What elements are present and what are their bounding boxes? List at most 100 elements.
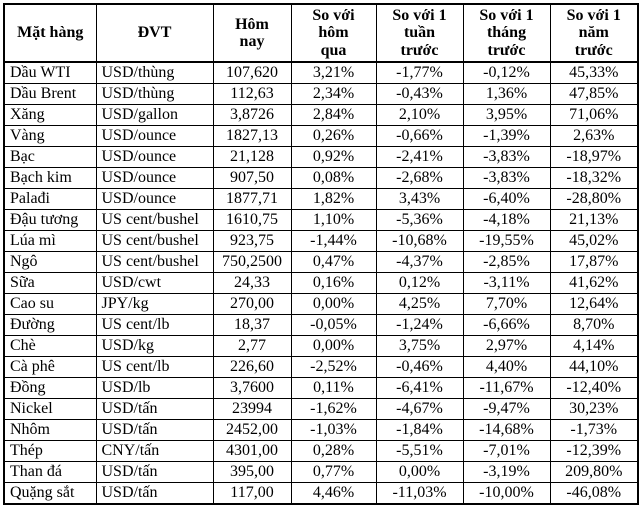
cell-vs-1-week-ago: -1,84% xyxy=(375,418,464,441)
table-row: Dầu Brent USD/thùng 112,63 2,34% -0,43% 1,36%… xyxy=(3,82,639,105)
cell-unit: USD/tấn xyxy=(95,397,214,420)
cell-vs-1-year-ago: 44,10% xyxy=(549,355,639,378)
cell-today: 112,63 xyxy=(212,82,292,105)
column-header-vs-yesterday: So với hôm qua xyxy=(290,3,377,63)
cell-unit: USD/tấn xyxy=(95,418,214,441)
cell-unit: USD/ounce xyxy=(95,187,214,210)
cell-vs-1-month-ago: -19,55% xyxy=(462,229,551,252)
cell-today: 18,37 xyxy=(212,313,292,336)
table-row: Xăng USD/gallon 3,8726 2,84% 2,10% 3,95% 71,06… xyxy=(3,103,639,126)
cell-unit: USD/ounce xyxy=(95,124,214,147)
cell-vs-1-year-ago: 71,06% xyxy=(549,103,639,126)
cell-vs-1-month-ago: 4,40% xyxy=(462,355,551,378)
cell-vs-yesterday: 4,46% xyxy=(290,481,377,505)
cell-unit: USD/tấn xyxy=(95,481,214,505)
cell-unit: USD/tấn xyxy=(95,460,214,483)
table-row: Chè USD/kg 2,77 0,00% 3,75% 2,97% 4,14% xyxy=(3,334,639,357)
cell-vs-1-week-ago: -4,37% xyxy=(375,250,464,273)
cell-today: 1827,13 xyxy=(212,124,292,147)
cell-vs-1-week-ago: -5,51% xyxy=(375,439,464,462)
table-row: Bạch kim USD/ounce 907,50 0,08% -2,68% -3,83%… xyxy=(3,166,639,189)
cell-vs-1-week-ago: 4,25% xyxy=(375,292,464,315)
cell-unit: US cent/bushel xyxy=(95,229,214,252)
cell-vs-1-month-ago: -1,39% xyxy=(462,124,551,147)
cell-vs-yesterday: 1,10% xyxy=(290,208,377,231)
cell-vs-yesterday: -1,44% xyxy=(290,229,377,252)
cell-today: 226,60 xyxy=(212,355,292,378)
cell-vs-1-week-ago: 2,10% xyxy=(375,103,464,126)
cell-vs-1-year-ago: 2,63% xyxy=(549,124,639,147)
cell-vs-1-month-ago: -4,18% xyxy=(462,208,551,231)
column-header-today: Hôm nay xyxy=(212,3,292,63)
cell-vs-1-week-ago: -1,24% xyxy=(375,313,464,336)
cell-vs-1-week-ago: -2,68% xyxy=(375,166,464,189)
cell-vs-1-month-ago: -3,83% xyxy=(462,145,551,168)
cell-vs-1-month-ago: 7,70% xyxy=(462,292,551,315)
cell-vs-1-month-ago: 3,95% xyxy=(462,103,551,126)
cell-vs-1-year-ago: 45,33% xyxy=(549,61,639,84)
cell-vs-1-month-ago: -0,12% xyxy=(462,61,551,84)
cell-vs-1-week-ago: 3,43% xyxy=(375,187,464,210)
cell-unit: USD/thùng xyxy=(95,61,214,84)
cell-vs-1-month-ago: -3,83% xyxy=(462,166,551,189)
cell-vs-1-year-ago: 8,70% xyxy=(549,313,639,336)
cell-vs-1-year-ago: -18,32% xyxy=(549,166,639,189)
cell-vs-1-year-ago: -46,08% xyxy=(549,481,639,505)
cell-vs-1-week-ago: -2,41% xyxy=(375,145,464,168)
cell-vs-yesterday: 0,92% xyxy=(290,145,377,168)
cell-unit: US cent/lb xyxy=(95,355,214,378)
cell-unit: US cent/lb xyxy=(95,313,214,336)
cell-unit: USD/ounce xyxy=(95,166,214,189)
cell-vs-yesterday: 0,00% xyxy=(290,292,377,315)
cell-today: 4301,00 xyxy=(212,439,292,462)
cell-vs-1-week-ago: -4,67% xyxy=(375,397,464,420)
cell-vs-1-week-ago: -6,41% xyxy=(375,376,464,399)
table-row: Quặng sắt USD/tấn 117,00 4,46% -11,03% -10,00… xyxy=(3,481,639,505)
column-header-vs-1-month-ago: So với 1 tháng trước xyxy=(462,3,551,63)
cell-vs-1-month-ago: -3,19% xyxy=(462,460,551,483)
cell-today: 1610,75 xyxy=(212,208,292,231)
cell-vs-1-week-ago: 3,75% xyxy=(375,334,464,357)
header-row: Mặt hàng ĐVT Hôm nay So với hôm qua So v… xyxy=(3,3,639,63)
cell-commodity: Quặng sắt xyxy=(3,481,97,505)
table-row: Thép CNY/tấn 4301,00 0,28% -5,51% -7,01% -12,3… xyxy=(3,439,639,462)
cell-commodity: Cà phê xyxy=(3,355,97,378)
commodity-price-table: Mặt hàng ĐVT Hôm nay So với hôm qua So v… xyxy=(3,3,639,505)
table-row: Vàng USD/ounce 1827,13 0,26% -0,66% -1,39% 2,6… xyxy=(3,124,639,147)
cell-vs-1-month-ago: -11,67% xyxy=(462,376,551,399)
cell-vs-yesterday: 0,08% xyxy=(290,166,377,189)
table-row: Nhôm USD/tấn 2452,00 -1,03% -1,84% -14,68% -1,… xyxy=(3,418,639,441)
cell-vs-1-week-ago: -0,66% xyxy=(375,124,464,147)
cell-today: 21,128 xyxy=(212,145,292,168)
cell-vs-1-year-ago: 47,85% xyxy=(549,82,639,105)
cell-vs-1-month-ago: -6,66% xyxy=(462,313,551,336)
cell-vs-1-month-ago: -2,85% xyxy=(462,250,551,273)
cell-commodity: Chè xyxy=(3,334,97,357)
cell-commodity: Xăng xyxy=(3,103,97,126)
cell-commodity: Lúa mì xyxy=(3,229,97,252)
cell-today: 923,75 xyxy=(212,229,292,252)
cell-today: 3,7600 xyxy=(212,376,292,399)
cell-vs-yesterday: 3,21% xyxy=(290,61,377,84)
cell-unit: US cent/bushel xyxy=(95,250,214,273)
cell-vs-1-year-ago: 21,13% xyxy=(549,208,639,231)
cell-vs-1-month-ago: -6,40% xyxy=(462,187,551,210)
cell-vs-1-year-ago: 209,80% xyxy=(549,460,639,483)
cell-unit: USD/thùng xyxy=(95,82,214,105)
cell-unit: USD/ounce xyxy=(95,145,214,168)
cell-vs-1-year-ago: 30,23% xyxy=(549,397,639,420)
cell-vs-1-week-ago: -10,68% xyxy=(375,229,464,252)
cell-commodity: Dầu WTI xyxy=(3,61,97,84)
column-header-commodity: Mặt hàng xyxy=(3,3,97,63)
cell-commodity: Cao su xyxy=(3,292,97,315)
cell-vs-1-week-ago: 0,00% xyxy=(375,460,464,483)
cell-vs-yesterday: 2,84% xyxy=(290,103,377,126)
cell-vs-1-week-ago: -11,03% xyxy=(375,481,464,505)
cell-vs-yesterday: 0,77% xyxy=(290,460,377,483)
table-row: Đường US cent/lb 18,37 -0,05% -1,24% -6,66% 8,… xyxy=(3,313,639,336)
cell-vs-yesterday: 0,47% xyxy=(290,250,377,273)
table-header: Mặt hàng ĐVT Hôm nay So với hôm qua So v… xyxy=(3,3,639,63)
cell-vs-yesterday: -1,03% xyxy=(290,418,377,441)
table-row: Dầu WTI USD/thùng 107,620 3,21% -1,77% -0,12%… xyxy=(3,61,639,84)
cell-commodity: Ngô xyxy=(3,250,97,273)
